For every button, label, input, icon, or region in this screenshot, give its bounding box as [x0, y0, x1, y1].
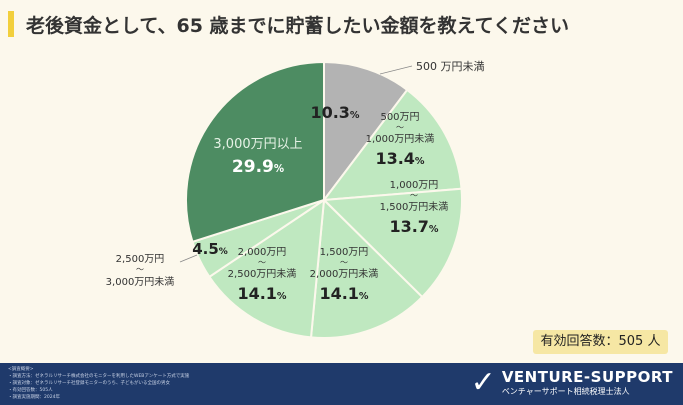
slice-label: 〜	[396, 123, 404, 132]
value-label: 13.4%	[375, 149, 424, 168]
slice-label: 500万円	[380, 112, 419, 123]
slice-label: 3,000万円以上	[213, 137, 302, 152]
slice-label: 1,000万円未満	[366, 133, 435, 145]
value-label: 10.3%	[310, 103, 359, 122]
footer-line: ・調査対象：ゼネラルリサーチ社登録モニターのうち、子どもがいる全国の男女	[8, 381, 170, 386]
slice-label: 〜	[340, 258, 348, 267]
logo-sub: ベンチャーサポート相続税理士法人	[501, 387, 630, 396]
slice-label: 1,500万円未満	[380, 201, 449, 213]
slice-label: 1,500万円	[320, 247, 369, 258]
pie-slice	[185, 60, 325, 244]
slice-label: 1,000万円	[390, 180, 439, 191]
leader-line	[179, 254, 198, 263]
footer-line: ・有効回答数：505人	[8, 388, 53, 393]
slice-label: 2,000万円未満	[310, 268, 379, 280]
value-label: 13.7%	[389, 217, 438, 236]
slice-label: 〜	[136, 265, 144, 274]
pie-slice	[207, 197, 326, 339]
title-accent-bar	[8, 11, 14, 37]
slice-label: 2,500万円	[116, 254, 165, 265]
slice-label: 500 万円未満	[416, 60, 485, 73]
value-label: 14.1%	[237, 284, 286, 303]
pie-slice	[321, 88, 463, 202]
survey-overview: <調査概要> ・調査方法：ゼネラルリサーチ株式会社のモニターを利用したWEBアン…	[0, 363, 683, 405]
value-label: 29.9%	[232, 157, 284, 177]
logo-name: VENTURE-SUPPORT	[501, 368, 673, 386]
pie-slice	[309, 197, 424, 339]
leader-line	[379, 65, 413, 75]
slice-label: 〜	[258, 258, 266, 267]
footer-line: <調査概要>	[8, 367, 34, 372]
v-logo-icon: ✓	[470, 365, 496, 400]
pie-slice	[323, 60, 409, 203]
pie-slice	[321, 187, 463, 299]
slice-label: 3,000万円未満	[106, 276, 175, 288]
value-label: 14.1%	[319, 284, 368, 303]
footer-line: ・調査実施期間：2024年	[8, 395, 60, 400]
footer-line: ・調査方法：ゼネラルリサーチ株式会社のモニターを利用したWEBアンケート方式で実…	[8, 374, 190, 379]
slice-label: 2,000万円	[238, 247, 287, 258]
title-text: 老後資金として、65 歳までに貯蓄したい金額を教えてください	[26, 14, 570, 37]
respondent-count: 有効回答数：505 人	[533, 330, 668, 354]
chart-title: 老後資金として、65 歳までに貯蓄したい金額を教えてください	[8, 10, 569, 38]
company-logo: ✓ VENTURE-SUPPORT ベンチャーサポート相続税理士法人	[471, 365, 673, 400]
slice-label: 2,500万円未満	[228, 268, 297, 280]
slice-label: 〜	[410, 191, 418, 200]
